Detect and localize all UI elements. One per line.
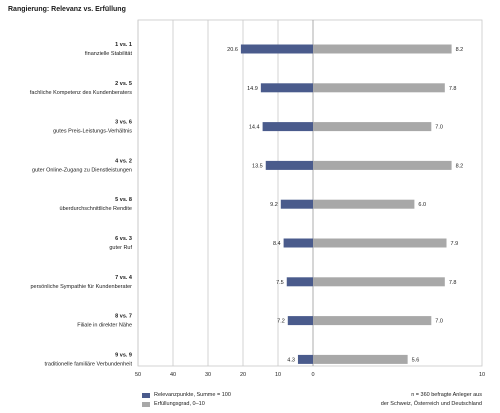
category-rank-2: 2 vs. 5 — [115, 81, 132, 87]
bar-relevance-4 — [265, 160, 313, 170]
category-rank-3: 3 vs. 6 — [115, 120, 132, 126]
bar-fulfilment-5 — [313, 199, 415, 209]
bar-relevance-9 — [297, 354, 313, 364]
data-label-fulfilment-2: 7.8 — [449, 86, 457, 92]
x-tick-label-right-10: 10 — [479, 372, 485, 378]
data-label-fulfilment-1: 8.2 — [456, 47, 464, 53]
data-label-fulfilment-9: 5.6 — [412, 357, 420, 363]
bar-fulfilment-8 — [313, 316, 432, 326]
category-label-2: fachliche Kompetenz des Kundenberaters — [30, 90, 132, 96]
category-label-9: traditionelle familiäre Verbundenheit — [45, 361, 133, 367]
data-label-relevance-8: 7.2 — [277, 319, 285, 325]
category-rank-7: 7 vs. 4 — [115, 275, 133, 281]
category-label-1: finanzielle Stabilität — [85, 51, 133, 57]
data-label-fulfilment-7: 7.8 — [449, 280, 457, 286]
data-label-fulfilment-5: 6.0 — [418, 202, 426, 208]
x-tick-label-left-0: 0 — [311, 372, 314, 378]
category-rank-8: 8 vs. 7 — [115, 314, 132, 320]
category-rank-4: 4 vs. 2 — [115, 158, 132, 164]
data-label-relevance-1: 20.6 — [227, 47, 238, 53]
sample-note-line-2: der Schweiz, Österreich und Deutschland — [380, 401, 482, 407]
legend-swatch-fulfilment — [142, 401, 150, 407]
data-label-relevance-4: 13.5 — [252, 163, 263, 169]
bar-relevance-6 — [283, 238, 313, 248]
legend-item-relevance: Relevanzpunkte, Summe = 100 — [142, 392, 231, 398]
category-rank-1: 1 vs. 1 — [115, 42, 132, 48]
data-label-relevance-3: 14.4 — [249, 125, 260, 131]
bar-fulfilment-4 — [313, 160, 452, 170]
data-label-fulfilment-8: 7.0 — [435, 319, 443, 325]
category-label-5: überdurchschnittliche Rendite — [60, 206, 132, 212]
bar-fulfilment-6 — [313, 238, 447, 248]
bar-fulfilment-9 — [313, 354, 408, 364]
sample-note: n = 360 befragte Anleger aus der Schweiz… — [381, 391, 482, 409]
category-label-6: guter Ruf — [109, 245, 132, 251]
chart-title: Rangierung: Relevanz vs. Erfüllung — [8, 6, 126, 13]
legend-label-fulfilment: Erfüllungsgrad, 0–10 — [154, 401, 205, 407]
sample-note-line-1: n = 360 befragte Anleger aus — [411, 392, 482, 398]
legend-label-relevance: Relevanzpunkte, Summe = 100 — [154, 392, 231, 398]
x-tick-label-left-20: 20 — [240, 372, 246, 378]
bar-fulfilment-7 — [313, 277, 445, 287]
category-rank-5: 5 vs. 8 — [115, 197, 132, 203]
plot-frame — [137, 19, 483, 367]
bar-relevance-5 — [280, 199, 313, 209]
x-tick-label-left-10: 10 — [275, 372, 281, 378]
bar-relevance-7 — [286, 277, 313, 287]
category-label-4: guter Online-Zugang zu Dienstleistungen — [32, 167, 132, 173]
legend-swatch-relevance — [142, 392, 150, 398]
data-label-fulfilment-6: 7.9 — [451, 241, 459, 247]
data-label-relevance-6: 8.4 — [273, 241, 281, 247]
bar-fulfilment-1 — [313, 44, 452, 54]
bar-relevance-1 — [240, 44, 313, 54]
category-label-3: gutes Preis-Leistungs-Verhältnis — [53, 129, 132, 135]
x-tick-label-left-50: 50 — [135, 372, 141, 378]
data-label-fulfilment-4: 8.2 — [456, 163, 464, 169]
legend-item-fulfilment: Erfüllungsgrad, 0–10 — [142, 401, 205, 407]
data-label-relevance-9: 4.3 — [287, 357, 295, 363]
data-label-relevance-7: 7.5 — [276, 280, 284, 286]
bar-relevance-3 — [262, 122, 313, 132]
bar-fulfilment-2 — [313, 83, 445, 93]
bar-fulfilment-3 — [313, 122, 432, 132]
category-label-7: persönliche Sympathie für Kundenberater — [30, 284, 132, 290]
data-label-relevance-5: 9.2 — [270, 202, 278, 208]
bar-relevance-8 — [287, 316, 313, 326]
category-label-8: Filiale in direkter Nähe — [77, 323, 132, 329]
category-rank-6: 6 vs. 3 — [115, 236, 132, 242]
category-rank-9: 9 vs. 9 — [115, 352, 132, 358]
x-tick-label-left-30: 30 — [205, 372, 211, 378]
data-label-relevance-2: 14.9 — [247, 86, 258, 92]
x-tick-label-left-40: 40 — [170, 372, 176, 378]
bar-relevance-2 — [260, 83, 313, 93]
data-label-fulfilment-3: 7.0 — [435, 125, 443, 131]
